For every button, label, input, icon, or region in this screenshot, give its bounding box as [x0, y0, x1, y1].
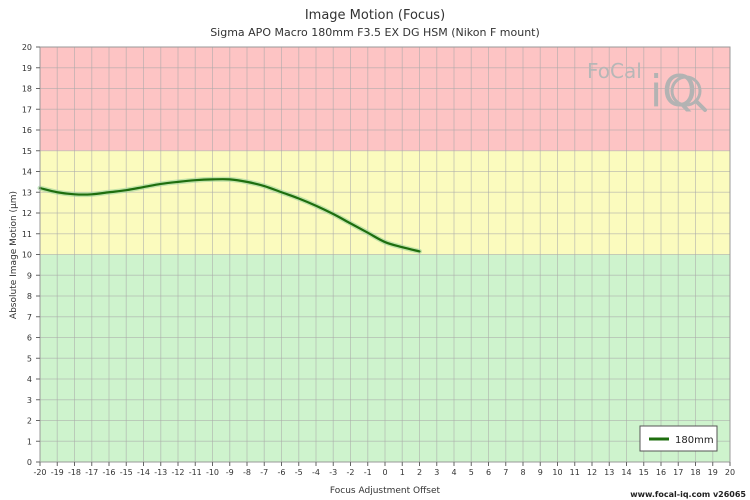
x-tick-label: -11: [189, 468, 202, 477]
x-tick-label: 16: [656, 468, 666, 477]
x-tick-label: -19: [51, 468, 64, 477]
x-tick-label: 5: [469, 468, 474, 477]
y-tick-label: 5: [27, 354, 32, 363]
x-tick-label: 15: [639, 468, 649, 477]
x-tick-label: -2: [347, 468, 355, 477]
x-tick-label: 18: [690, 468, 700, 477]
y-tick-label: 8: [27, 292, 32, 301]
x-tick-label: 12: [587, 468, 597, 477]
y-tick-label: 0: [27, 458, 32, 467]
legend-label-180mm: 180mm: [675, 435, 714, 446]
chart-subtitle: Sigma APO Macro 180mm F3.5 EX DG HSM (Ni…: [210, 26, 540, 39]
y-tick-label: 13: [22, 188, 32, 197]
y-tick-label: 20: [22, 43, 32, 52]
x-tick-label: 20: [725, 468, 735, 477]
x-tick-label: 6: [486, 468, 491, 477]
x-tick-label: -17: [85, 468, 98, 477]
series-line-180mm: [38, 178, 421, 253]
x-tick-label: -9: [226, 468, 234, 477]
y-tick-label: 3: [27, 396, 32, 405]
chart-title: Image Motion (Focus): [305, 8, 445, 23]
x-tick-label: -20: [33, 468, 46, 477]
x-tick-label: 1: [400, 468, 405, 477]
x-axis-ticks: -20 -19 -18 -17 -16 -15 -14 -13 -12 -11 -10 -9 -8 -7-…: [33, 462, 735, 477]
x-tick-label: 2: [417, 468, 422, 477]
x-axis-label: Focus Adjustment Offset: [330, 486, 441, 496]
x-tick-label: -3: [329, 468, 337, 477]
x-tick-label: 3: [434, 468, 439, 477]
x-tick-label: 0: [382, 468, 387, 477]
x-tick-label: 9: [538, 468, 543, 477]
x-tick-label: 17: [673, 468, 683, 477]
x-tick-label: -4: [312, 468, 320, 477]
x-tick-label: -16: [102, 468, 115, 477]
logo-text: FoCal: [587, 59, 642, 83]
x-tick-label: 11: [570, 468, 580, 477]
footer-credit: www.focal-iq.com v26065: [630, 490, 746, 499]
series-group: [37, 176, 422, 254]
y-tick-label: 2: [27, 417, 32, 426]
y-tick-label: 15: [22, 147, 32, 156]
x-tick-label: -12: [171, 468, 184, 477]
y-axis-label: Absolute Image Motion (µm): [9, 191, 19, 319]
x-tick-label: -13: [154, 468, 167, 477]
x-tick-label: 8: [520, 468, 525, 477]
x-tick-label: -7: [260, 468, 268, 477]
logo-magnifier-icon: [670, 75, 702, 107]
x-tick-label: 10: [552, 468, 562, 477]
x-tick-label: -18: [68, 468, 81, 477]
x-tick-label: -6: [278, 468, 286, 477]
x-tick-label: 14: [621, 468, 631, 477]
x-tick-label: 13: [604, 468, 614, 477]
x-tick-label: -14: [137, 468, 150, 477]
y-tick-label: 16: [22, 126, 32, 135]
x-tick-label: -15: [120, 468, 133, 477]
y-tick-label: 6: [27, 334, 32, 343]
logo-magnifier-handle: [694, 99, 707, 112]
y-tick-label: 9: [27, 271, 32, 280]
y-tick-label: 12: [22, 209, 32, 218]
x-tick-label: -10: [206, 468, 219, 477]
y-tick-label: 19: [22, 64, 32, 73]
x-tick-label: -1: [364, 468, 372, 477]
legend: 180mm: [639, 425, 718, 452]
y-tick-label: 4: [27, 375, 32, 384]
y-tick-label: 14: [22, 168, 32, 177]
y-tick-label: 11: [22, 230, 32, 239]
y-tick-label: 17: [22, 105, 32, 114]
grid-lines: [39, 46, 731, 463]
x-tick-label: -5: [295, 468, 303, 477]
x-tick-label: 7: [503, 468, 508, 477]
y-tick-label: 10: [22, 251, 32, 260]
x-tick-label: -8: [243, 468, 251, 477]
focal-iq-logo: FoCal iQ: [587, 59, 707, 117]
x-tick-label: 4: [451, 468, 456, 477]
y-tick-label: 1: [27, 437, 32, 446]
x-tick-label: 19: [708, 468, 718, 477]
y-tick-label: 18: [22, 85, 32, 94]
y-tick-label: 7: [27, 313, 32, 322]
